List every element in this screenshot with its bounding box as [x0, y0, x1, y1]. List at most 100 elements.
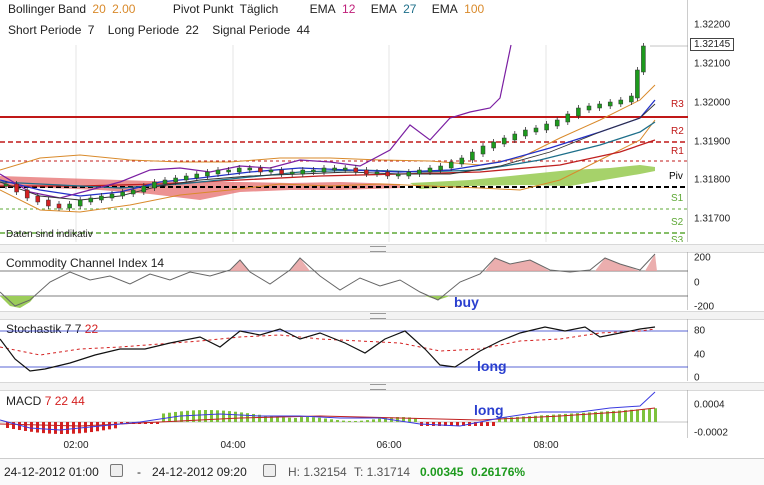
ema2-value: 27 [403, 2, 417, 16]
macd-bar [612, 410, 615, 422]
candle [35, 195, 41, 203]
panel-resize-handle[interactable] [0, 244, 764, 253]
macd-bar [270, 416, 273, 422]
short-period-value: 7 [87, 23, 95, 37]
macd-long-hint: long [474, 402, 504, 418]
low-value: T: 1.31714 [354, 465, 411, 479]
macd-bar [354, 420, 357, 422]
candle [3, 183, 9, 187]
current-price-marker: 1.32145 [690, 38, 735, 51]
time-tick: 02:00 [63, 440, 89, 451]
cci-tick: -200 [694, 301, 715, 313]
macd-bar [480, 422, 483, 426]
macd-bar [282, 417, 285, 422]
candle [607, 101, 613, 107]
macd-bar [546, 415, 549, 422]
cci-tick: 0 [694, 277, 700, 289]
macd-bar [540, 415, 543, 422]
price-tick: 1.32100 [694, 58, 731, 70]
cci-chart[interactable] [0, 252, 688, 310]
macd-bar [504, 417, 507, 422]
macd-bar [294, 417, 297, 422]
price-tick: 1.32000 [694, 97, 731, 109]
pivot-label: Piv [669, 171, 683, 182]
candle [417, 169, 422, 175]
chart-legend-row-1: Bollinger Band 20 2.00 Pivot Punkt Tägli… [8, 2, 487, 16]
candle [67, 203, 72, 209]
candle [56, 203, 62, 209]
macd-bar [648, 408, 651, 422]
candle [618, 99, 624, 105]
macd-bar [396, 417, 399, 422]
macd-bar [378, 418, 381, 422]
macd-bar [594, 412, 597, 422]
macd-bar [198, 410, 201, 422]
macd-bar [630, 409, 633, 422]
r3-label: R3 [671, 99, 684, 110]
macd-bar [408, 417, 411, 422]
bb-dev: 2.00 [112, 2, 136, 16]
stoch-axis: 80 40 0 [688, 319, 764, 384]
stoch-tick: 80 [694, 325, 706, 337]
candle [289, 171, 295, 175]
candle [641, 45, 646, 73]
candle [353, 167, 359, 173]
macd-bar [60, 422, 63, 434]
signal-period-value: 44 [296, 23, 310, 37]
macd-bar [462, 422, 465, 426]
candle [554, 119, 560, 127]
green-cloud [410, 165, 655, 189]
calendar-end-icon[interactable] [263, 464, 276, 477]
calendar-start-icon[interactable] [110, 464, 123, 477]
macd-bar [6, 422, 9, 428]
candle [565, 113, 571, 123]
candle [152, 181, 157, 189]
macd-bar [558, 414, 561, 422]
price-axis: 1.32200 1.32100 1.32000 1.31900 1.31800 … [688, 0, 764, 242]
cci-tick: 200 [694, 252, 711, 264]
short-period-label: Short Periode [8, 23, 82, 37]
macd-bar [564, 413, 567, 422]
candle [24, 189, 30, 199]
candle [544, 123, 549, 131]
candle [635, 69, 640, 99]
panel-resize-handle[interactable] [0, 382, 764, 391]
candle [342, 167, 348, 171]
disclaimer-text: Daten sind indikativ [6, 229, 93, 240]
cci-axis: 200 0 -200 [688, 252, 764, 313]
macd-bar [444, 422, 447, 426]
macd-bar [414, 417, 417, 422]
change-percent: 0.26176% [471, 465, 526, 479]
candle [629, 95, 634, 103]
long-period-value: 22 [185, 23, 199, 37]
macd-bar [510, 417, 513, 422]
macd-chart[interactable] [0, 390, 688, 438]
macd-bar [120, 422, 123, 424]
price-chart[interactable] [0, 0, 688, 242]
candle [300, 169, 306, 175]
macd-legend: MACD 7 22 44 [6, 394, 85, 408]
macd-fast: 7 [44, 394, 52, 408]
macd-bar [372, 419, 375, 422]
macd-bar [528, 416, 531, 422]
macd-bar [204, 410, 207, 422]
candle [533, 127, 539, 133]
macd-bar [654, 408, 657, 422]
macd-bar [36, 422, 39, 433]
candle [470, 151, 475, 161]
candlesticks [3, 43, 646, 211]
long-period-label: Long Periode [107, 23, 180, 37]
stoch-d: 7 [74, 322, 82, 336]
bollinger-lower [0, 119, 656, 213]
candle [480, 145, 486, 155]
macd-bar [306, 417, 309, 422]
macd-bar [288, 417, 291, 422]
price-tick: 1.32200 [694, 19, 731, 31]
candle [99, 195, 104, 201]
chart-legend-row-2: Short Periode 7 Long Periode 22 Signal P… [8, 23, 313, 37]
stoch-k-line [0, 326, 656, 372]
panel-resize-handle[interactable] [0, 311, 764, 320]
macd-bar [384, 417, 387, 422]
stochastic-chart[interactable] [0, 319, 688, 381]
stoch-tick: 0 [694, 372, 700, 384]
